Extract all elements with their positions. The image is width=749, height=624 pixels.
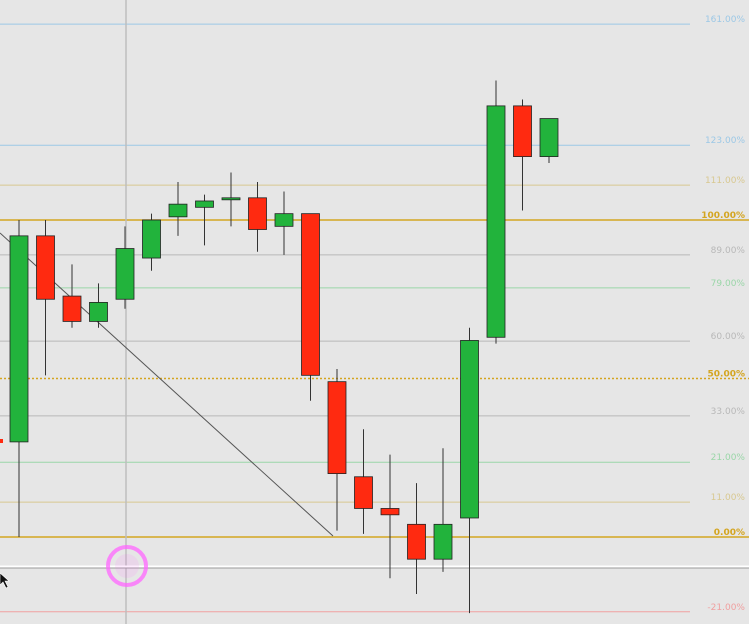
candle-body-17[interactable] <box>460 340 479 519</box>
candle-body-3[interactable] <box>89 302 108 322</box>
fib-level-label-4: 89.00% <box>711 246 746 256</box>
candle-body-10[interactable] <box>274 213 294 227</box>
fib-level-label-3: 100.00% <box>701 211 745 221</box>
candle-body-4[interactable] <box>115 248 135 300</box>
candle-body-19[interactable] <box>513 105 532 157</box>
candle-body-12[interactable] <box>327 381 347 475</box>
candle-body-20[interactable] <box>539 118 559 157</box>
candle-body-6[interactable] <box>168 203 188 218</box>
candle-body-9[interactable] <box>248 197 267 230</box>
fib-level-label-7: 50.00% <box>708 370 746 380</box>
mouse-pointer-icon <box>0 572 10 589</box>
fib-level-label-12: -21.00% <box>707 603 745 613</box>
click-highlight-fill <box>115 554 139 578</box>
candle-body-14[interactable] <box>380 508 400 516</box>
candle-body-11[interactable] <box>301 213 320 376</box>
candle-body-5[interactable] <box>142 219 161 259</box>
candle-body-18[interactable] <box>486 105 506 338</box>
fib-level-label-8: 33.00% <box>711 407 746 417</box>
candle-body-1[interactable] <box>36 235 55 300</box>
fib-level-label-1: 123.00% <box>705 136 745 146</box>
trend-line[interactable] <box>0 232 334 537</box>
candle-body-8[interactable] <box>221 197 241 201</box>
candle-body-2[interactable] <box>62 295 82 322</box>
fib-level-label-5: 79.00% <box>711 279 746 289</box>
click-highlight-ring <box>106 545 148 587</box>
edge-marker <box>0 439 3 443</box>
fib-level-label-6: 60.00% <box>711 332 746 342</box>
fib-level-label-2: 111.00% <box>705 176 745 186</box>
fib-level-label-11: 0.00% <box>714 528 745 538</box>
fib-level-label-0: 161.00% <box>705 15 745 25</box>
candle-body-0[interactable] <box>9 235 29 443</box>
candle-body-7[interactable] <box>195 200 214 208</box>
candle-body-15[interactable] <box>407 523 426 560</box>
candle-body-16[interactable] <box>433 523 453 560</box>
fib-level-label-9: 21.00% <box>711 453 746 463</box>
candle-body-13[interactable] <box>354 476 373 509</box>
fib-level-label-10: 11.00% <box>711 493 746 503</box>
